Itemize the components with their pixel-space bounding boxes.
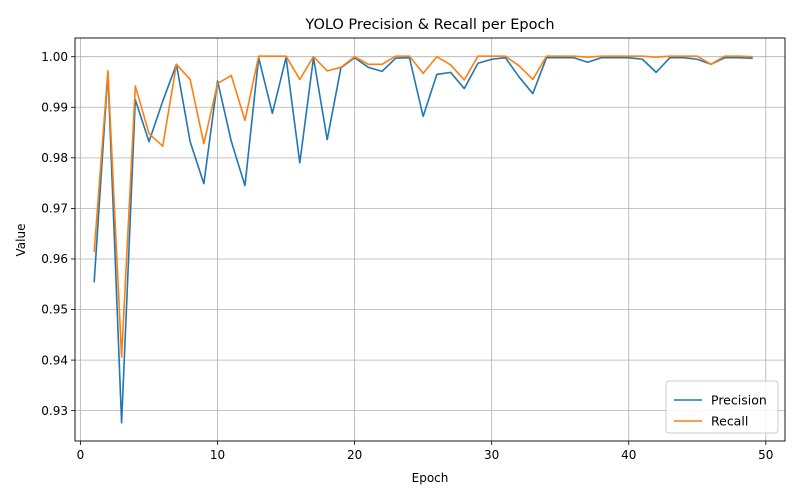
y-tick-label: 0.95 — [41, 303, 68, 317]
x-tick-label: 10 — [210, 448, 225, 462]
y-tick-label: 0.94 — [41, 353, 68, 367]
x-tick-label: 0 — [77, 448, 85, 462]
x-tick-label: 50 — [758, 448, 773, 462]
chart-title: YOLO Precision & Recall per Epoch — [304, 17, 554, 33]
x-tick-label: 40 — [621, 448, 636, 462]
x-tick-label: 20 — [347, 448, 362, 462]
data-series — [93, 55, 753, 424]
grid-lines — [75, 38, 785, 441]
axis-ticks: 0 10 20 30 40 50 0.93 0.94 0.95 0.96 0.97 0.98 0.99 1… — [41, 50, 773, 462]
legend-box — [665, 380, 779, 434]
legend-label-precision: Precision — [711, 393, 767, 408]
y-tick-label: 1.00 — [41, 50, 68, 64]
legend-label-recall: Recall — [711, 414, 748, 429]
y-axis-label: Value — [14, 224, 28, 257]
x-axis-label: Epoch — [412, 471, 449, 485]
y-tick-label: 0.97 — [41, 202, 68, 216]
x-tick-label: 30 — [484, 448, 499, 462]
legend: Precision Recall — [665, 380, 779, 434]
plot-frame — [74, 37, 786, 442]
series-line-precision — [93, 56, 753, 424]
series-line-recall — [93, 55, 753, 358]
y-tick-label: 0.98 — [41, 151, 68, 165]
y-tick-label: 0.99 — [41, 100, 68, 114]
y-tick-label: 0.93 — [41, 404, 68, 418]
y-tick-label: 0.96 — [41, 252, 68, 266]
